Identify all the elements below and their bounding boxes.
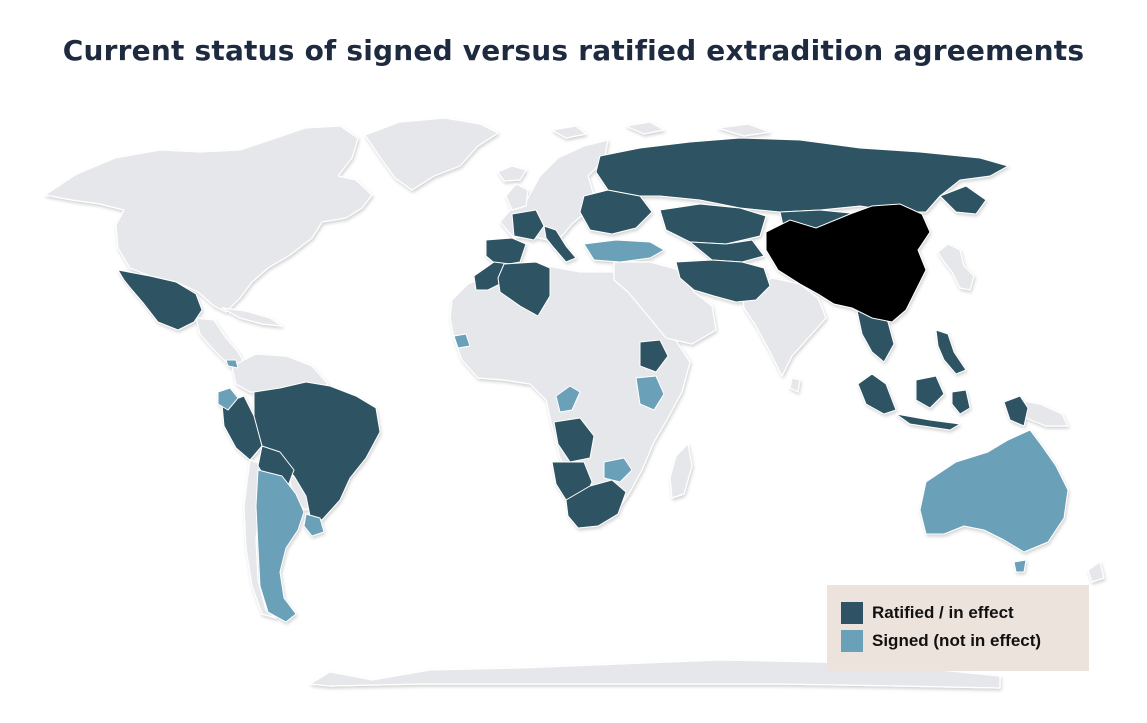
eastern-indonesia [951,389,1029,427]
iceland [497,165,527,182]
india-region [741,277,827,377]
iran-afghanistan-pakistan [675,259,771,303]
australia [919,429,1069,553]
middle-east [613,261,717,345]
ecuador [217,387,239,411]
legend-swatch-ratified [841,602,863,624]
new-zealand [1087,561,1105,583]
zimbabwe [603,457,633,483]
kazakhstan [659,203,767,245]
caribbean [221,307,283,327]
arctic-islands [551,121,771,139]
map-title: Current status of signed versus ratified… [62,34,1085,67]
madagascar [669,443,693,499]
italy [543,225,577,263]
uruguay [303,513,325,537]
eastern-europe [579,189,653,235]
south-africa [565,479,627,529]
china [765,203,931,323]
france [511,209,545,241]
map-legend: Ratified / in effect Signed (not in effe… [827,585,1089,671]
greenland [364,117,499,191]
philippines [935,329,967,375]
peru [221,395,263,461]
iberia [485,237,527,267]
republic-of-congo [555,385,581,413]
angola-dr-congo [553,417,595,463]
legend-label-signed: Signed (not in effect) [872,631,1042,650]
tasmania [1013,559,1027,573]
legend-item-signed: Signed (not in effect) [841,627,1089,655]
senegal [453,333,471,349]
turkey [583,239,665,263]
argentina [255,469,305,623]
kenya [635,375,665,411]
sri-lanka [789,377,801,393]
russia-far-east [939,185,987,215]
uk-ireland [505,183,529,211]
russia [595,137,1009,213]
ethiopia [639,339,669,373]
legend-swatch-signed [841,630,863,652]
north-america [44,125,373,313]
algeria [497,261,551,317]
malaysia-indonesia [857,373,961,431]
mexico [117,269,203,331]
costa-rica [225,359,239,369]
legend-label-ratified: Ratified / in effect [872,603,1014,622]
legend-item-ratified: Ratified / in effect [841,599,1089,627]
japan-korea [937,243,975,291]
